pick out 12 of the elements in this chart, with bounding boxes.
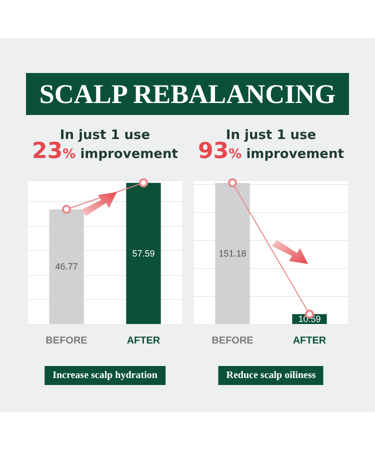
chart-title: SCALP REBALANCING: [26, 73, 349, 115]
chart-subtitle: In just 1 use 93% improvement: [197, 128, 345, 164]
x-tick-label: AFTER: [126, 336, 161, 346]
data-label: 151.18: [218, 248, 246, 258]
chart-subtitle: In just 1 use 23% improvement: [31, 128, 179, 164]
x-tick-label: BEFORE: [46, 336, 88, 346]
data-label: 57.59: [132, 248, 155, 258]
x-tick-label: AFTER: [292, 336, 327, 346]
x-axis-title: Increase scalp hydration: [44, 366, 166, 385]
x-axis-title: Reduce scalp oiliness: [218, 366, 324, 385]
x-tick-label: BEFORE: [212, 336, 254, 346]
data-label: 46.77: [55, 262, 78, 272]
